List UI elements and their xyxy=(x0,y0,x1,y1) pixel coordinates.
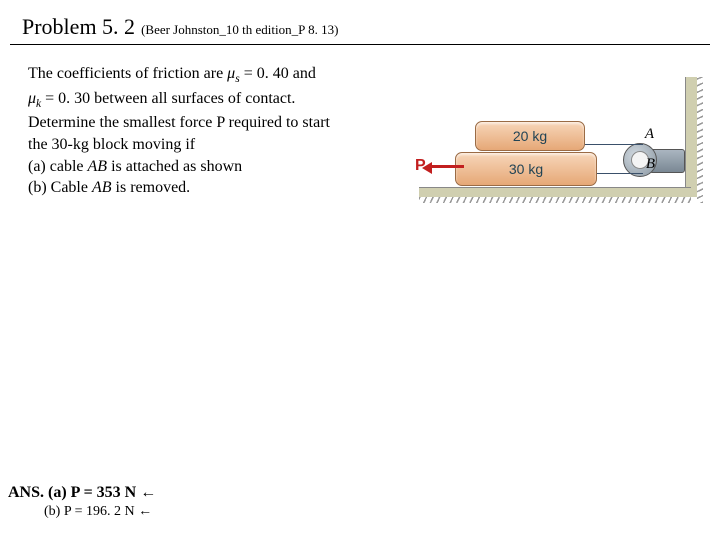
answer-b: (b) P = 196. 2 N ← xyxy=(8,503,156,522)
line1: The coefficients of friction are μs = 0.… xyxy=(28,63,403,88)
wall-hatch xyxy=(697,77,703,203)
wall xyxy=(685,77,697,197)
pa-suf: is attached as shown xyxy=(107,158,242,175)
figure: 30 kg 20 kg A B P xyxy=(413,63,703,203)
line2: μk = 0. 30 between all surfaces of conta… xyxy=(28,88,403,113)
answer-a: ANS. (a) P = 353 N ← xyxy=(8,482,156,504)
line4: the 30-kg block moving if xyxy=(28,134,403,156)
pb-suf: is removed. xyxy=(112,179,191,196)
problem-statement: The coefficients of friction are μs = 0.… xyxy=(28,63,403,199)
arrow-left-icon xyxy=(430,165,464,168)
label-B: B xyxy=(646,156,655,173)
line2-rest: = 0. 30 between all surfaces of contact. xyxy=(41,90,295,107)
block-20kg: 20 kg xyxy=(475,121,585,151)
floor-hatch xyxy=(419,197,691,203)
ab-ital: AB xyxy=(88,158,108,175)
t: The coefficients of friction are xyxy=(28,65,227,82)
mu-s-symbol: μ xyxy=(227,65,235,82)
force-p-arrow: P xyxy=(415,157,464,175)
label-A: A xyxy=(645,126,654,143)
header: Problem 5. 2 (Beer Johnston_10 th editio… xyxy=(10,0,710,45)
part-a: (a) cable AB is attached as shown xyxy=(28,156,403,178)
floor xyxy=(419,187,691,197)
pb-pre: (b) Cable xyxy=(28,179,92,196)
part-b: (b) Cable AB is removed. xyxy=(28,177,403,199)
content-row: The coefficients of friction are μs = 0.… xyxy=(0,45,720,203)
mu-s-val: = 0. 40 and xyxy=(240,65,316,82)
line3: Determine the smallest force P required … xyxy=(28,112,403,134)
mu-k-symbol: μ xyxy=(28,90,36,107)
answers: ANS. (a) P = 353 N ← (b) P = 196. 2 N ← xyxy=(8,482,156,522)
ans-a-text: (a) P = 353 N ← xyxy=(48,484,156,501)
ab-ital2: AB xyxy=(92,179,112,196)
pa-pre: (a) cable xyxy=(28,158,88,175)
block-30kg: 30 kg xyxy=(455,152,597,186)
cable-b xyxy=(597,173,643,174)
ans-label: ANS. xyxy=(8,484,44,501)
cable-a xyxy=(585,144,643,145)
problem-source: (Beer Johnston_10 th edition_P 8. 13) xyxy=(141,22,338,37)
problem-title: Problem 5. 2 xyxy=(22,14,135,39)
